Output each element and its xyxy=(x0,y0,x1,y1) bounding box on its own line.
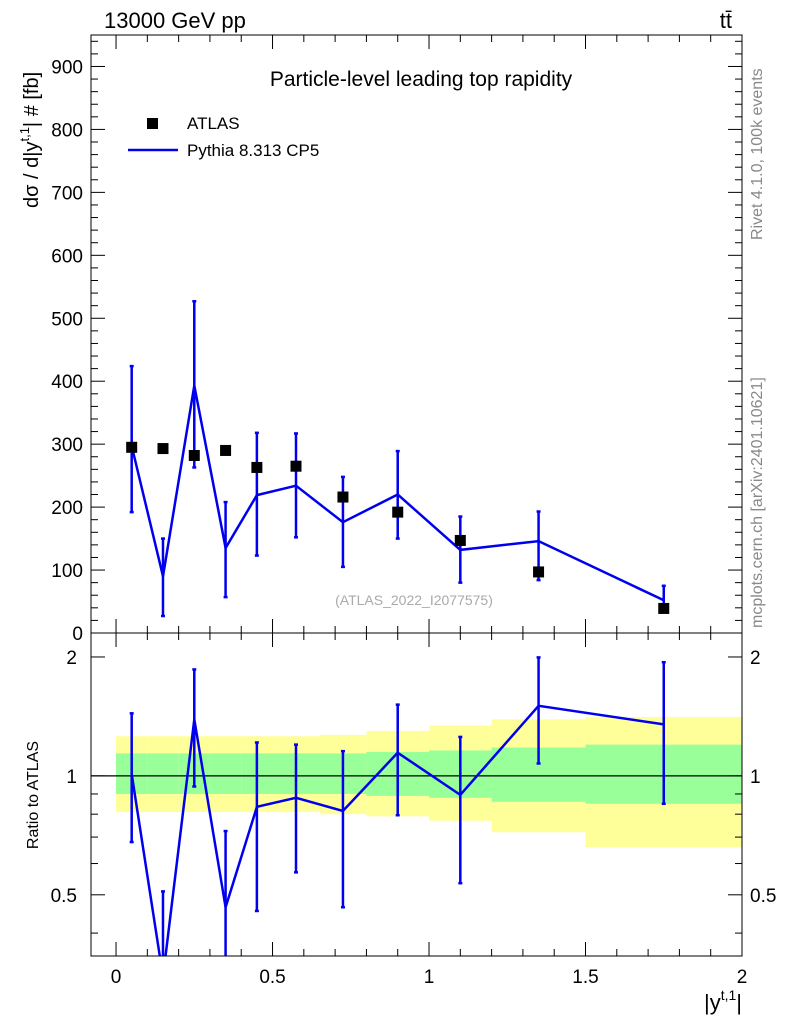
main-y-tick-label: 300 xyxy=(51,435,83,456)
ratio-y-tick-label: 2 xyxy=(66,648,77,669)
main-y-tick-label: 500 xyxy=(51,309,83,330)
atlas-data-point xyxy=(188,449,200,461)
ratio-y-tick-label-right: 1 xyxy=(750,767,761,788)
ratio-panel-frame xyxy=(90,632,743,957)
atlas-data-point xyxy=(337,491,349,503)
rivet-version-label: Rivet 4.1.0, 100k events xyxy=(749,68,766,240)
ratio-panel: 0.5 0.5 1 1 2 2 0 0.5 1 1.5 2 Ratio to ATLAS |yt,1… xyxy=(25,632,776,1015)
data-uncertainty-band-inner xyxy=(147,753,179,794)
ratio-y-tick-label: 0.5 xyxy=(51,886,77,907)
main-y-tick-label: 100 xyxy=(51,561,83,582)
x-axis-label-main: |y xyxy=(704,990,721,1015)
x-axis-label-tail: | xyxy=(736,990,742,1015)
main-y-axis-label-main: dσ / d|y xyxy=(21,142,43,208)
plot-title: Particle-level leading top rapidity xyxy=(270,68,573,91)
main-y-tick-label: 200 xyxy=(51,498,83,519)
main-y-tick-label: 600 xyxy=(51,246,83,267)
x-axis-label-sup: t,1 xyxy=(721,987,737,1003)
x-tick-label: 1 xyxy=(424,967,435,988)
legend: ATLAS Pythia 8.313 CP5 xyxy=(128,114,319,160)
ratio-y-tick-label-right: 2 xyxy=(750,648,761,669)
x-tick-label: 0 xyxy=(111,967,122,988)
legend-pythia-label: Pythia 8.313 CP5 xyxy=(187,141,319,160)
legend-atlas-marker xyxy=(147,118,158,129)
header-process-label: 13000 GeV pp xyxy=(104,8,246,33)
main-y-tick-label: 900 xyxy=(51,57,83,78)
x-tick-label: 2 xyxy=(737,967,748,988)
atlas-data-point xyxy=(126,441,138,453)
analysis-watermark: (ATLAS_2022_I2077575) xyxy=(335,592,493,608)
mc-prediction-line xyxy=(130,385,665,602)
main-panel: 0 100 200 300 400 500 600 700 800 900 Particle-le… xyxy=(17,34,743,645)
x-axis-label: |yt,1| xyxy=(704,987,742,1015)
atlas-data-point xyxy=(157,443,169,455)
atlas-data-point xyxy=(392,506,404,518)
legend-atlas-label: ATLAS xyxy=(187,114,240,133)
x-tick-label: 0.5 xyxy=(259,967,285,988)
x-tick-label: 1.5 xyxy=(572,967,598,988)
atlas-data-point xyxy=(220,444,232,456)
ratio-y-tick-label-right: 0.5 xyxy=(750,886,776,907)
ratio-mc-line xyxy=(130,704,664,956)
main-y-axis-label-sup: t,1 xyxy=(17,127,32,141)
mcplots-reference-label: mcplots.cern.ch [arXiv:2401.10621] xyxy=(749,377,766,628)
atlas-data-point xyxy=(251,461,263,473)
main-y-axis-label-tail: | # [fb] xyxy=(21,72,43,127)
ratio-y-tick-label: 1 xyxy=(66,767,77,788)
main-y-axis-label: dσ / d|yt,1| # [fb] xyxy=(17,72,43,208)
main-y-tick-label: 0 xyxy=(72,624,83,645)
ratio-y-axis-label: Ratio to ATLAS xyxy=(25,741,42,849)
main-y-tick-label: 800 xyxy=(51,120,83,141)
data-uncertainty-band-inner xyxy=(209,753,242,794)
atlas-data-point xyxy=(454,534,466,546)
header-final-state-label: tt̄ xyxy=(720,8,732,33)
atlas-data-point xyxy=(533,566,545,578)
main-y-tick-label: 700 xyxy=(51,183,83,204)
atlas-data-point xyxy=(290,460,302,472)
main-y-tick-label: 400 xyxy=(51,372,83,393)
atlas-data-point xyxy=(658,602,670,614)
